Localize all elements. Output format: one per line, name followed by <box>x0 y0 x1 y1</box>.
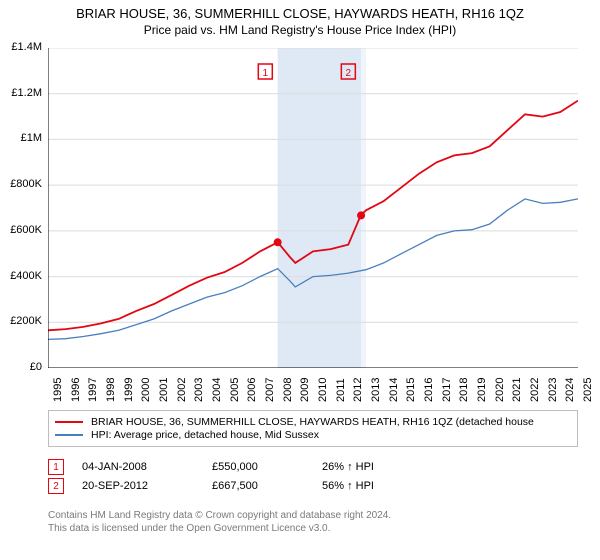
x-tick-label: 2009 <box>299 378 311 402</box>
legend-item: BRIAR HOUSE, 36, SUMMERHILL CLOSE, HAYWA… <box>55 416 571 428</box>
x-tick-label: 2000 <box>140 378 152 402</box>
x-tick-label: 2015 <box>405 378 417 402</box>
y-tick-label: £200K <box>0 315 42 327</box>
sale-row: 2 20-SEP-2012 £667,500 56% ↑ HPI <box>48 478 578 494</box>
x-tick-label: 2002 <box>176 378 188 402</box>
chart-title-1: BRIAR HOUSE, 36, SUMMERHILL CLOSE, HAYWA… <box>0 0 600 21</box>
footer: Contains HM Land Registry data © Crown c… <box>48 510 578 535</box>
x-tick-label: 1995 <box>52 378 64 402</box>
sale-date: 20-SEP-2012 <box>82 480 212 492</box>
x-tick-label: 2004 <box>211 378 223 402</box>
legend-swatch <box>55 421 83 423</box>
x-tick-label: 2025 <box>582 378 594 402</box>
x-tick-label: 2001 <box>158 378 170 402</box>
footer-line: Contains HM Land Registry data © Crown c… <box>48 510 578 523</box>
chart-legend: BRIAR HOUSE, 36, SUMMERHILL CLOSE, HAYWA… <box>48 410 578 447</box>
y-tick-label: £0 <box>0 361 42 373</box>
sale-price: £550,000 <box>212 461 322 473</box>
x-tick-label: 2008 <box>282 378 294 402</box>
y-tick-label: £600K <box>0 224 42 236</box>
legend-label: HPI: Average price, detached house, Mid … <box>91 429 319 441</box>
x-tick-label: 2017 <box>441 378 453 402</box>
x-tick-label: 2003 <box>193 378 205 402</box>
svg-text:2: 2 <box>346 68 352 79</box>
x-tick-label: 1997 <box>87 378 99 402</box>
x-tick-label: 2013 <box>370 378 382 402</box>
x-tick-label: 1999 <box>123 378 135 402</box>
x-tick-label: 2011 <box>335 378 347 402</box>
y-tick-label: £400K <box>0 270 42 282</box>
sale-hpi: 56% ↑ HPI <box>322 480 374 492</box>
sales-list: 1 04-JAN-2008 £550,000 26% ↑ HPI 2 20-SE… <box>48 456 578 497</box>
x-tick-label: 2024 <box>564 378 576 402</box>
legend-item: HPI: Average price, detached house, Mid … <box>55 429 571 441</box>
chart-plot: 12£0£200K£400K£600K£800K£1M£1.2M£1.4M199… <box>48 48 578 368</box>
x-tick-label: 2016 <box>423 378 435 402</box>
x-tick-label: 2019 <box>476 378 488 402</box>
y-tick-label: £800K <box>0 178 42 190</box>
x-tick-label: 2006 <box>246 378 258 402</box>
sale-marker-icon: 2 <box>48 478 64 494</box>
x-tick-label: 1996 <box>70 378 82 402</box>
sale-hpi: 26% ↑ HPI <box>322 461 374 473</box>
x-tick-label: 2022 <box>529 378 541 402</box>
x-tick-label: 2012 <box>352 378 364 402</box>
x-tick-label: 2018 <box>458 378 470 402</box>
chart-title-2: Price paid vs. HM Land Registry's House … <box>0 21 600 37</box>
sale-date: 04-JAN-2008 <box>82 461 212 473</box>
y-tick-label: £1M <box>0 132 42 144</box>
legend-swatch <box>55 434 83 436</box>
footer-line: This data is licensed under the Open Gov… <box>48 523 578 536</box>
x-tick-label: 2007 <box>264 378 276 402</box>
x-tick-label: 1998 <box>105 378 117 402</box>
x-tick-label: 2023 <box>547 378 559 402</box>
x-tick-label: 2010 <box>317 378 329 402</box>
x-tick-label: 2014 <box>388 378 400 402</box>
y-tick-label: £1.2M <box>0 87 42 99</box>
sale-marker-icon: 1 <box>48 459 64 475</box>
sale-price: £667,500 <box>212 480 322 492</box>
x-tick-label: 2005 <box>229 378 241 402</box>
legend-label: BRIAR HOUSE, 36, SUMMERHILL CLOSE, HAYWA… <box>91 416 534 428</box>
x-tick-label: 2020 <box>494 378 506 402</box>
sale-row: 1 04-JAN-2008 £550,000 26% ↑ HPI <box>48 459 578 475</box>
y-tick-label: £1.4M <box>0 41 42 53</box>
x-tick-label: 2021 <box>511 378 523 402</box>
svg-text:1: 1 <box>263 68 269 79</box>
